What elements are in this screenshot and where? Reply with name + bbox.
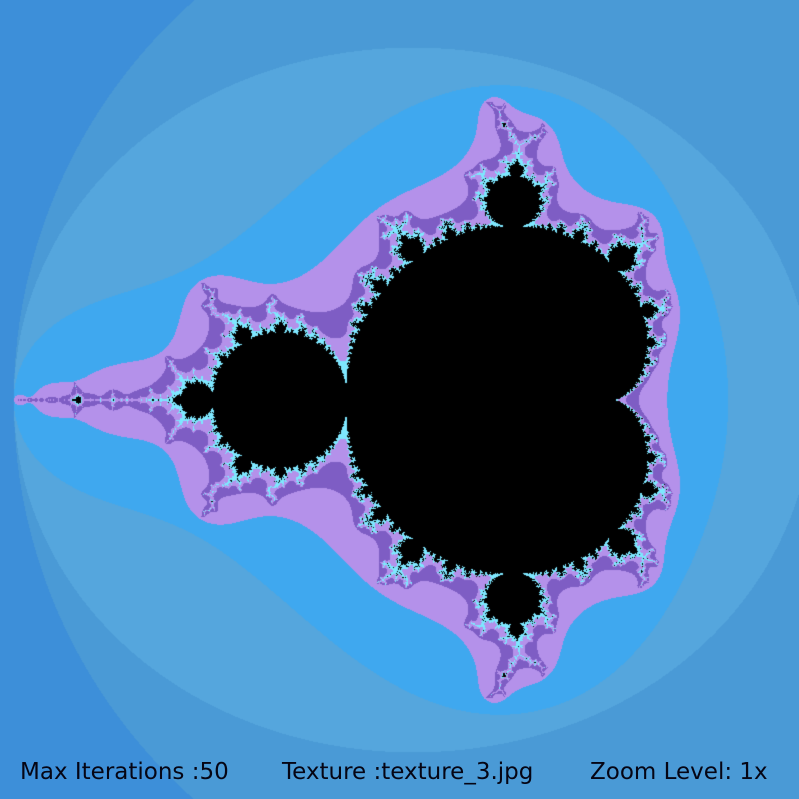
status-bar: Max Iterations :50 Texture :texture_3.jp… (0, 752, 799, 792)
texture-label: Texture :texture_3.jpg (282, 759, 534, 785)
max-iterations-label: Max Iterations :50 (20, 759, 229, 785)
zoom-level-label: Zoom Level: 1x (590, 759, 768, 785)
